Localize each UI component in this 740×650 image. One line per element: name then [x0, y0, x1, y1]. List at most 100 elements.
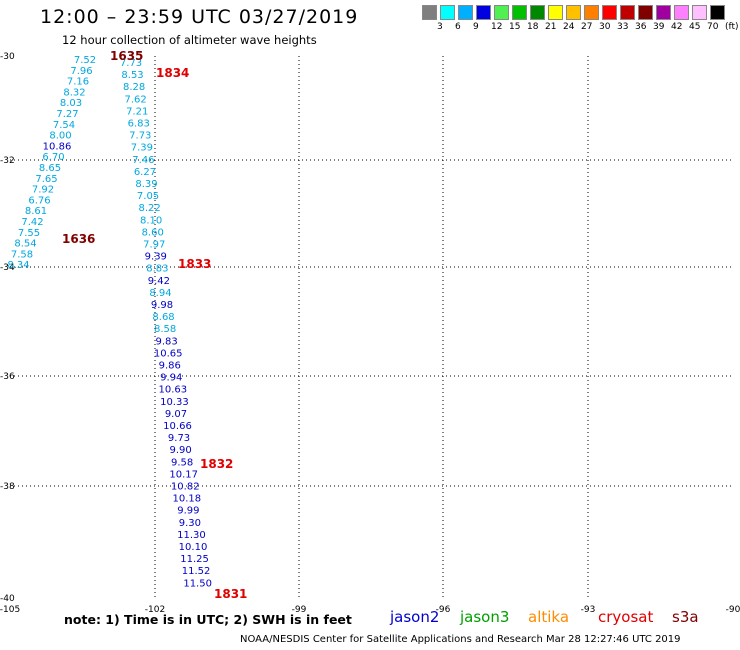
wave-height-value: 9.07: [165, 409, 187, 420]
units-note: note: 1) Time is in UTC; 2) SWH is in fe…: [64, 612, 352, 627]
lon-tick-label: -96: [436, 605, 451, 615]
scale-swatch: [512, 5, 527, 20]
wave-height-value: 11.30: [177, 530, 206, 541]
wave-height-value: 8.03: [60, 98, 82, 109]
pass-time-label: 1831: [214, 587, 247, 601]
wave-height-value: 10.86: [43, 141, 72, 152]
scale-swatch: [692, 5, 707, 20]
wave-height-value: 9.90: [169, 445, 191, 456]
wave-height-value: 9.39: [145, 252, 167, 263]
wave-height-value: 8.00: [49, 131, 71, 142]
wave-height-value: 7.42: [21, 217, 43, 228]
wave-height-value: 10.63: [159, 385, 188, 396]
wave-height-value: 8.58: [154, 324, 176, 335]
legend-jason2: jason2: [390, 608, 440, 626]
scale-label: 6: [455, 22, 461, 32]
scale-swatch: [674, 5, 689, 20]
wave-height-value: 7.21: [126, 106, 148, 117]
wave-height-value: 7.58: [11, 249, 33, 260]
scale-swatch: [548, 5, 563, 20]
scale-label: 36: [635, 22, 647, 32]
scale-label: 18: [527, 22, 539, 32]
scale-swatch: [458, 5, 473, 20]
wave-height-value: 8.28: [123, 82, 145, 93]
wave-height-value: 6.76: [28, 195, 50, 206]
wave-height-value: 8.53: [121, 70, 143, 81]
scale-swatch: [584, 5, 599, 20]
wave-height-value: 8.83: [146, 264, 168, 275]
scale-label: 42: [671, 22, 683, 32]
wave-height-value: 8.10: [140, 215, 162, 226]
lat-tick-label: -32: [0, 156, 15, 166]
lat-tick-label: -36: [0, 372, 15, 382]
scale-swatch: [440, 5, 455, 20]
wave-height-value: 10.33: [160, 397, 189, 408]
pass-time-label: 1832: [200, 457, 233, 471]
wave-height-value: 7.96: [70, 66, 92, 77]
wave-height-value: 11.50: [183, 578, 212, 589]
lat-tick-label: -38: [0, 482, 15, 492]
wave-height-value: 7.65: [35, 174, 57, 185]
wave-height-value: 10.17: [169, 469, 198, 480]
scale-swatch: [530, 5, 545, 20]
wave-height-value: 8.32: [63, 87, 85, 98]
wave-height-value: 8.54: [14, 239, 36, 250]
wave-height-value: 7.46: [132, 155, 154, 166]
scale-swatch: [494, 5, 509, 20]
lat-tick-label: -40: [0, 594, 15, 604]
wave-height-value: 7.62: [125, 94, 147, 105]
wave-height-value: 8.60: [142, 227, 164, 238]
wave-height-value: 9.42: [148, 276, 170, 287]
wave-height-value: 7.39: [131, 143, 153, 154]
wave-height-value: 9.30: [179, 518, 201, 529]
wave-height-value: 7.05: [137, 191, 159, 202]
wave-height-value: 10.82: [171, 482, 200, 493]
wave-height-value: 10.10: [179, 542, 208, 553]
wave-height-value: 7.16: [67, 77, 89, 88]
scale-label: 39: [653, 22, 665, 32]
wave-height-value: 7.97: [143, 240, 165, 251]
wave-height-value: 8.34: [7, 260, 29, 271]
pass-time-label: 1635: [110, 49, 143, 63]
wave-height-value: 7.73: [129, 131, 151, 142]
pass-time-label: 1833: [178, 257, 211, 271]
scale-label: 33: [617, 22, 629, 32]
wave-height-value: 9.98: [151, 300, 173, 311]
wave-height-value: 8.22: [138, 203, 160, 214]
legend-cryosat: cryosat: [598, 608, 654, 626]
scale-label: 12: [491, 22, 503, 32]
scale-label: 27: [581, 22, 593, 32]
wave-height-value: 6.70: [42, 152, 64, 163]
lon-tick-label: -102: [145, 605, 165, 615]
scale-label: 45: [689, 22, 701, 32]
lon-tick-label: -105: [0, 605, 20, 615]
map-title: 12:00 – 23:59 UTC 03/27/2019: [40, 6, 359, 28]
wave-height-value: 7.55: [18, 228, 40, 239]
lat-tick-label: -34: [0, 263, 15, 273]
wave-height-value: 7.54: [53, 120, 75, 131]
wave-height-value: 7.92: [32, 185, 54, 196]
wave-height-value: 10.18: [172, 494, 201, 505]
wave-height-value: 9.94: [160, 373, 182, 384]
wave-height-value: 7.73: [120, 58, 142, 69]
lat-tick-label: -30: [0, 52, 15, 62]
wave-height-value: 6.27: [134, 167, 156, 178]
wave-height-value: 9.86: [159, 361, 181, 372]
scale-swatch: [602, 5, 617, 20]
legend-altika: altika: [528, 608, 570, 626]
wave-height-value: 10.66: [163, 421, 192, 432]
wave-height-value: 8.94: [149, 288, 171, 299]
scale-swatch: [638, 5, 653, 20]
map-subtitle: 12 hour collection of altimeter wave hei…: [62, 33, 317, 47]
wave-height-value: 9.58: [171, 457, 193, 468]
wave-height-value: 9.83: [156, 336, 178, 347]
wave-height-value: 10.65: [154, 348, 183, 359]
scale-swatch: [566, 5, 581, 20]
wave-height-value: 7.52: [74, 55, 96, 66]
wave-height-value: 11.52: [182, 566, 211, 577]
scale-label: 24: [563, 22, 575, 32]
scale-label: 15: [509, 22, 521, 32]
scale-label: 21: [545, 22, 557, 32]
scale-label: 70: [707, 22, 719, 32]
